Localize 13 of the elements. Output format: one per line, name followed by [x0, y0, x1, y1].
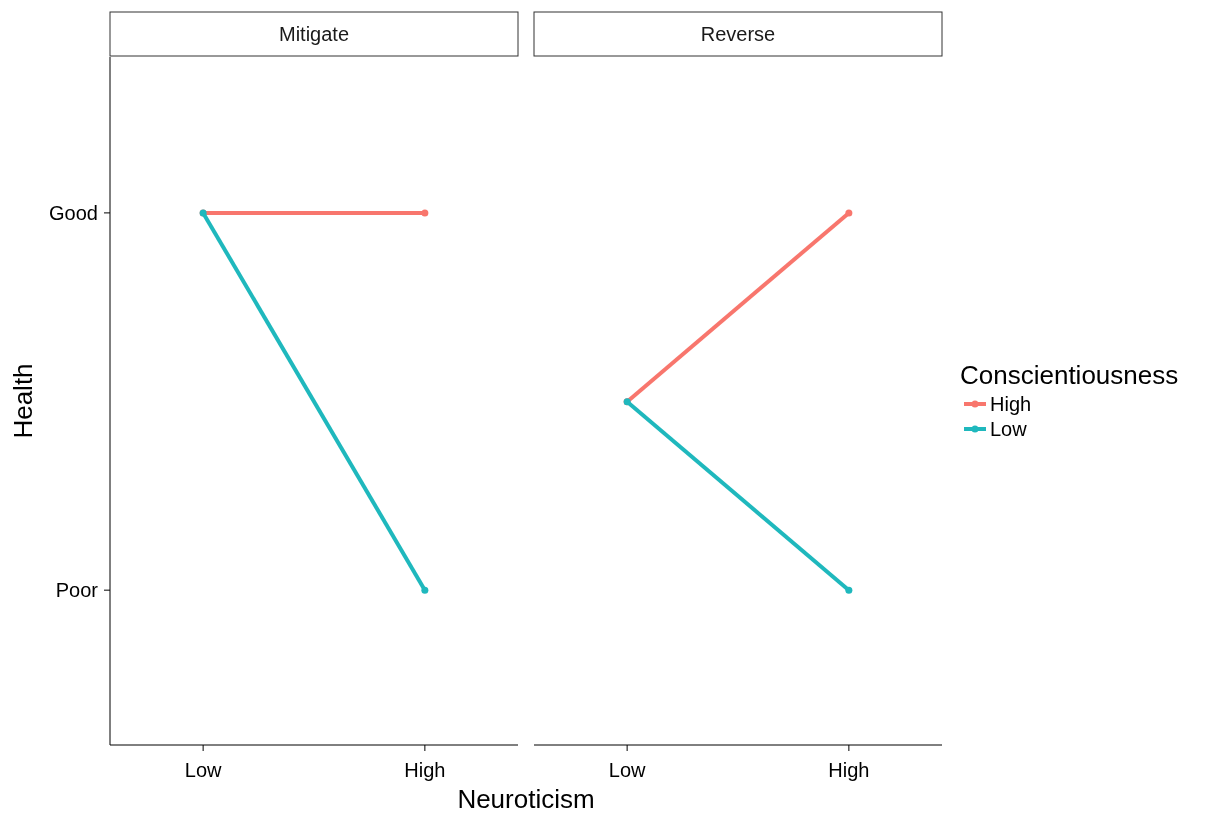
x-tick-label: Low	[184, 759, 223, 781]
legend-title: Conscientiousness	[960, 360, 1179, 390]
text: Poor	[55, 579, 99, 602]
legend-label: Low	[990, 418, 1028, 440]
chart-title: Mitigate	[278, 23, 350, 45]
x-tick-label: High	[828, 759, 870, 781]
x-tick-label: High	[404, 759, 446, 781]
legend-label: High	[990, 393, 1032, 415]
x-tick-label: Low	[608, 759, 647, 781]
chart-title: Reverse	[700, 23, 776, 45]
y-axis-title: Health	[8, 363, 38, 439]
text: Good	[49, 201, 98, 224]
x-axis-title: Neuroticism	[457, 784, 595, 814]
